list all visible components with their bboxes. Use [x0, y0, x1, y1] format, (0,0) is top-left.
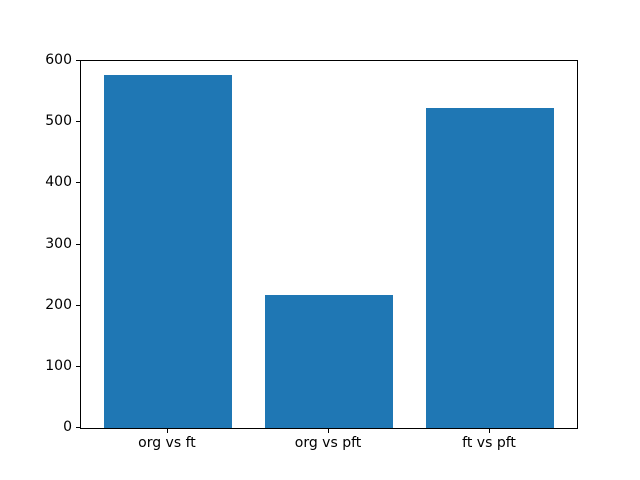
y-axis-tick-label: 300 [45, 235, 72, 252]
y-axis-tick [76, 121, 80, 123]
x-axis-tick [489, 429, 491, 433]
y-axis-tick [76, 243, 80, 245]
bar-ft-vs-pft [425, 108, 555, 428]
bar-org-vs-ft [103, 75, 233, 428]
x-axis-tick [328, 429, 329, 433]
y-axis-tick [76, 365, 80, 367]
x-axis-tick-label: org vs pft [294, 435, 362, 451]
y-axis-tick [76, 60, 80, 61]
y-axis-tick [76, 182, 80, 184]
y-axis-tick-label: 600 [45, 52, 72, 68]
x-axis-tick-label: ft vs pft [462, 435, 516, 451]
y-axis-tick [76, 427, 80, 428]
y-axis-tick-label: 500 [45, 113, 72, 130]
plot-area [80, 60, 578, 429]
y-axis-tick-label: 100 [45, 357, 72, 374]
bar-org-vs-pft [264, 295, 394, 428]
x-axis-tick [166, 429, 168, 433]
y-axis-tick-label: 400 [45, 174, 72, 191]
y-axis-tick-label: 0 [63, 419, 72, 435]
y-axis-tick [76, 304, 80, 306]
y-axis-tick-label: 200 [45, 296, 72, 313]
x-axis-tick-label: org vs ft [138, 435, 196, 451]
